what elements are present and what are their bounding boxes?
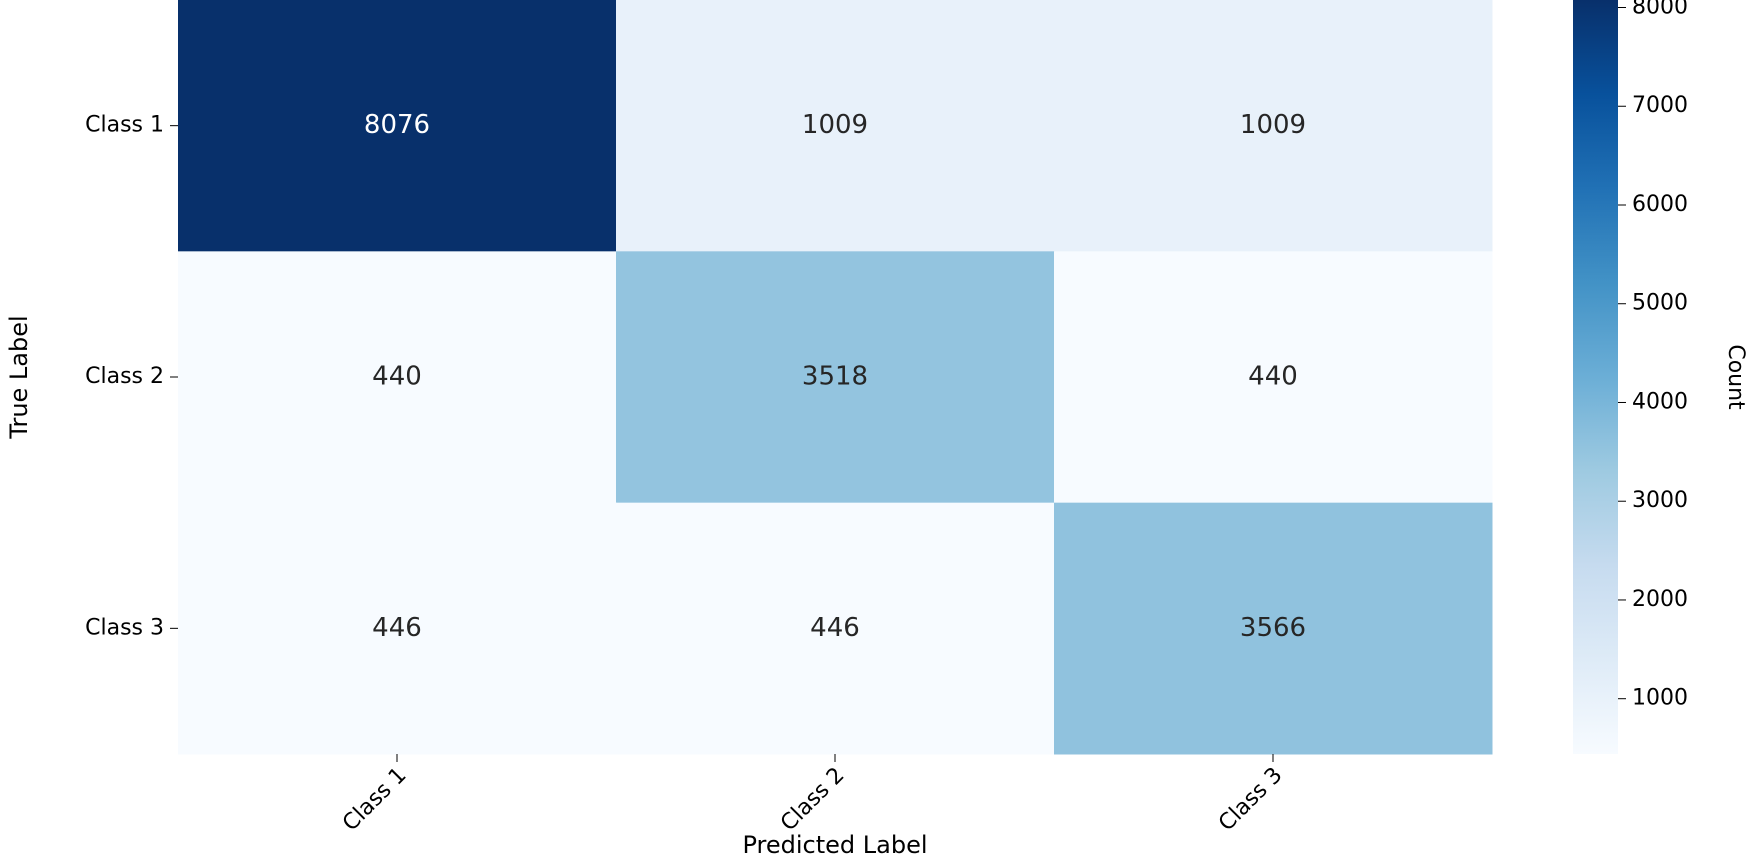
cell-value-label: 440	[372, 362, 422, 392]
y-tick-label: Class 3	[85, 615, 164, 640]
x-tick-label: Class 1	[338, 763, 411, 836]
heatmap-cell	[178, 251, 617, 504]
cell-value-label: 3518	[802, 362, 868, 392]
x-tick-label: Class 3	[1214, 763, 1287, 836]
cell-value-label: 440	[1248, 362, 1298, 392]
colorbar-tick-label: 5000	[1632, 291, 1688, 316]
heatmap-cell	[616, 502, 1055, 755]
cell-value-label: 1009	[1240, 110, 1306, 140]
cell-value-label: 446	[810, 613, 860, 643]
colorbar-tick-label: 6000	[1632, 192, 1688, 217]
heatmap-cell	[616, 0, 1055, 252]
cell-value-label: 8076	[364, 110, 430, 140]
heatmap-cell	[178, 0, 617, 252]
colorbar-tick-label: 2000	[1632, 587, 1688, 612]
y-tick-label: Class 1	[85, 113, 164, 138]
heatmap-cell	[1054, 251, 1493, 504]
heatmap-cell	[1054, 502, 1493, 755]
x-axis-label: Predicted Label	[742, 831, 927, 858]
colorbar	[1573, 0, 1618, 754]
y-tick-label: Class 2	[85, 364, 164, 389]
colorbar-tick-label: 8000	[1632, 0, 1688, 20]
heatmap-cell	[616, 251, 1055, 504]
heatmap-cell	[1054, 0, 1493, 252]
y-axis-label: True Label	[5, 315, 33, 439]
x-tick-label: Class 2	[776, 763, 849, 836]
heatmap-cell	[178, 502, 617, 755]
colorbar-tick-label: 3000	[1632, 488, 1688, 513]
colorbar-label: Count	[1723, 344, 1748, 410]
cell-value-label: 446	[372, 613, 422, 643]
cell-value-label: 1009	[802, 110, 868, 140]
cell-value-label: 3566	[1240, 613, 1306, 643]
colorbar-tick-label: 7000	[1632, 93, 1688, 118]
colorbar-tick-label: 1000	[1632, 686, 1688, 711]
colorbar-tick-label: 4000	[1632, 389, 1688, 414]
